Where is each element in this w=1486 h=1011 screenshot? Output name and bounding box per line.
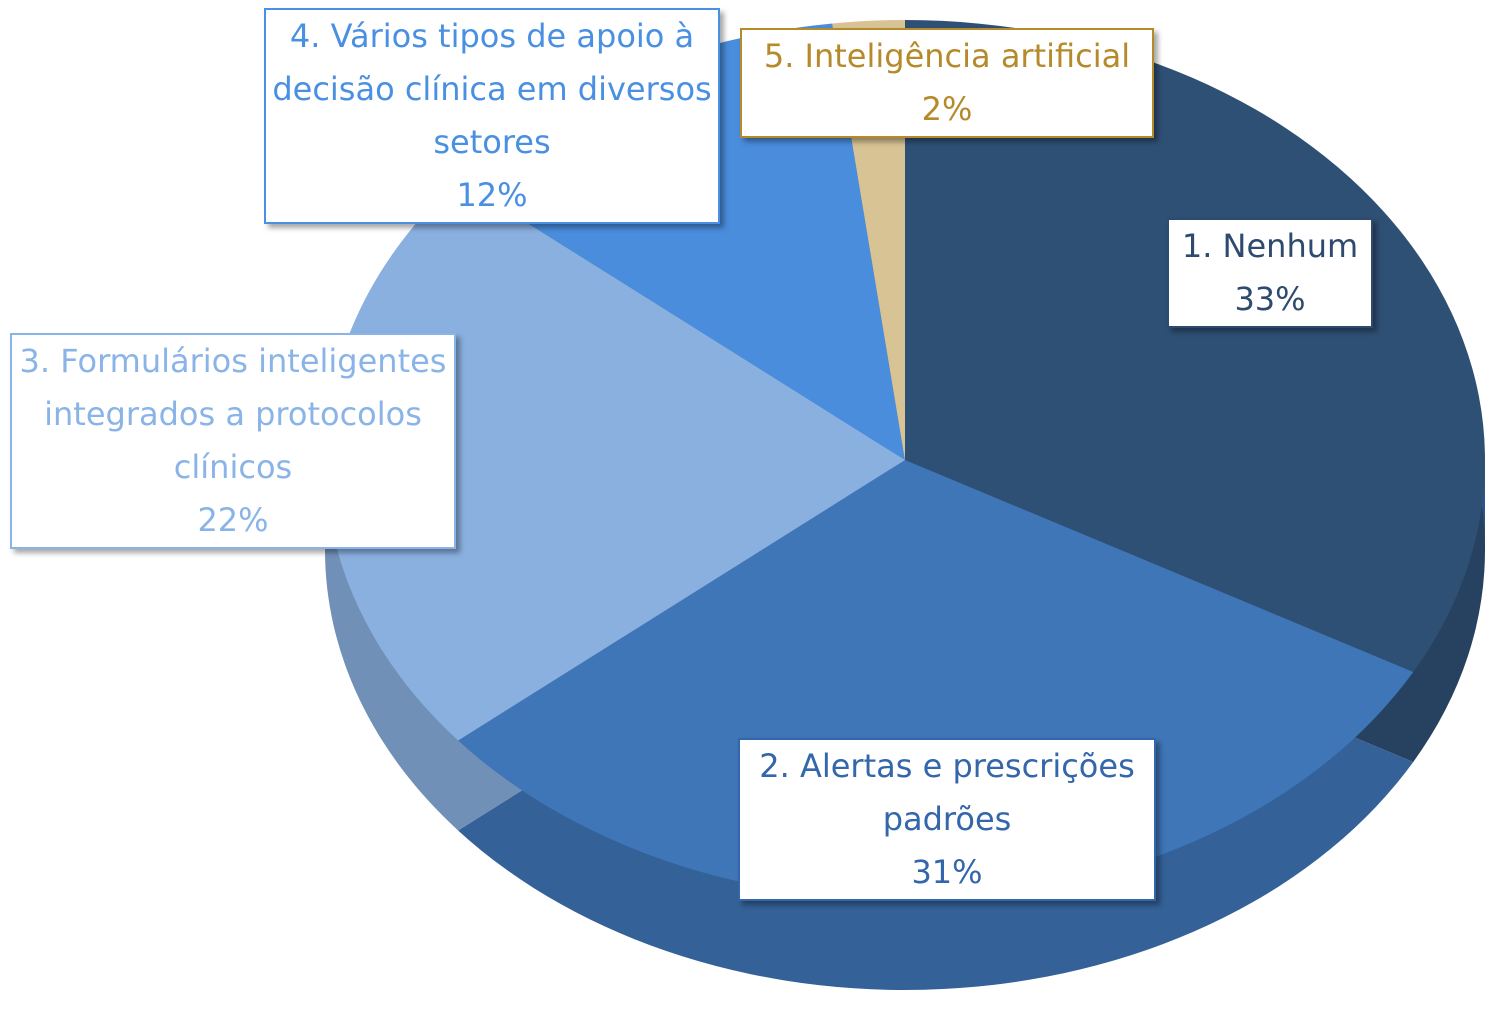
data-label: 1. Nenhum 33%: [1167, 218, 1373, 328]
data-label: 2. Alertas e prescrições padrões 31%: [738, 738, 1156, 901]
value-label: 2%: [921, 90, 973, 128]
category-label: 5. Inteligência artificial: [763, 37, 1131, 75]
data-label: 5. Inteligência artificial 2%: [740, 28, 1154, 138]
data-label: 3. Formulários inteligentes integrados a…: [10, 333, 456, 549]
slice: [458, 460, 1414, 901]
slice: [324, 179, 905, 741]
slice: [905, 20, 1485, 672]
data-label: 4. Vários tipos de apoio à decisão clíni…: [264, 8, 720, 224]
value-label: 31%: [911, 853, 983, 891]
category-label: 4. Vários tipos de apoio à decisão clíni…: [272, 17, 712, 161]
category-label: 3. Formulários inteligentes integrados a…: [19, 342, 447, 486]
value-label: 12%: [456, 176, 528, 214]
category-label: 1. Nenhum: [1181, 227, 1359, 265]
value-label: 22%: [197, 501, 269, 539]
value-label: 33%: [1234, 280, 1306, 318]
category-label: 2. Alertas e prescrições padrões: [759, 747, 1135, 838]
